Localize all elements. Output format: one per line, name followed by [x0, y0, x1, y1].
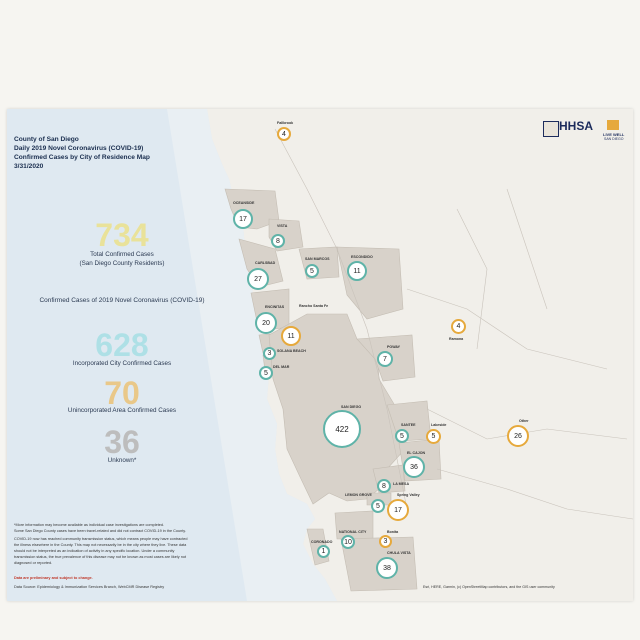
data-source: Data Source: Epidemiology & Immunization…	[14, 585, 165, 589]
note-6: transmission status, the true prevalence…	[14, 555, 186, 559]
label-solana-beach: SOLANA BEACH	[277, 349, 306, 353]
bubble-san-diego[interactable]: 422	[323, 410, 361, 448]
total-cases-subcaption: (San Diego County Residents)	[79, 260, 165, 267]
label-la-mesa: LA MESA	[393, 482, 410, 486]
unincorporated-cases-value: 70	[104, 375, 140, 411]
bubble-santee[interactable]: 5	[395, 429, 409, 443]
bubble-el-cajon[interactable]: 36	[403, 456, 425, 478]
live-well-logo: LIVE WELL	[603, 132, 625, 137]
label-lakeside: Lakeside	[431, 423, 447, 427]
label-national-city: NATIONAL CITY	[339, 530, 367, 534]
bubble-bonita[interactable]: 3	[379, 535, 392, 548]
unknown-cases-caption: Unknown*	[107, 457, 137, 464]
map-poster: County of San Diego Daily 2019 Novel Cor…	[7, 109, 633, 601]
county-seal-icon	[543, 121, 559, 137]
bubble-chula-vista[interactable]: 38	[376, 557, 398, 579]
note-1: *More information may become available a…	[14, 523, 165, 527]
note-2: Some San Diego County cases have been tr…	[14, 529, 186, 533]
incorporated-cases-value: 628	[95, 327, 149, 363]
unknown-cases-value: 36	[104, 424, 140, 460]
label-vista: VISTA	[277, 224, 288, 228]
hhsa-logo: HHSA	[559, 119, 594, 133]
map-title-daily: Daily 2019 Novel Coronavirus (COVID-19)	[14, 145, 144, 152]
label-chula-vista: CHULA VISTA	[387, 551, 411, 555]
bubble-escondido[interactable]: 11	[347, 261, 367, 281]
total-cases-value: 734	[95, 217, 149, 253]
bubble-poway[interactable]: 7	[377, 351, 393, 367]
bubble-spring-valley[interactable]: 17	[387, 499, 409, 521]
label-bonita: Bonita	[387, 530, 399, 534]
label-coronado: CORONADO	[311, 540, 333, 544]
label-santee: SANTEE	[401, 423, 416, 427]
map-title-confirmed: Confirmed Cases by City of Residence Map	[14, 154, 150, 161]
label-san-diego: SAN DIEGO	[341, 405, 362, 409]
bubble-fallbrook[interactable]: 4	[277, 127, 291, 141]
bubble-la-mesa[interactable]: 8	[377, 479, 391, 493]
city-shape-carlsbad	[238, 238, 284, 288]
bubble-san-marcos[interactable]: 5	[305, 264, 319, 278]
label-del-mar: DEL MAR	[273, 365, 290, 369]
live-well-sub: SAN DIEGO	[604, 137, 624, 141]
bubble-lemon-grove[interactable]: 5	[371, 499, 385, 513]
label-carlsbad: CARLSBAD	[255, 261, 276, 265]
preliminary-note: Data are preliminary and subject to chan…	[14, 576, 93, 580]
label-san-marcos: SAN MARCOS	[305, 257, 330, 261]
city-shape-national-city	[334, 510, 374, 540]
label-poway: POWAY	[387, 345, 401, 349]
ocean-coast-light	[167, 109, 337, 601]
label-rancho-santa-fe: Rancho Santa Fe	[299, 304, 329, 308]
label-encinitas: ENCINITAS	[265, 305, 285, 309]
bubble-oceanside[interactable]: 17	[233, 209, 253, 229]
label-spring-valley: Spring Valley	[397, 493, 420, 497]
note-3: COVID-19 now has reached community trans…	[14, 537, 188, 541]
label-lemon-grove: LEMON GROVE	[345, 493, 372, 497]
label-ramona: Ramona	[449, 337, 464, 341]
note-4: the illness elsewhere in the County. Thi…	[14, 543, 187, 547]
label-el-cajon: EL CAJON	[407, 451, 426, 455]
bubble-national-city[interactable]: 10	[341, 535, 355, 549]
label-oceanside: OCEANSIDE	[233, 201, 255, 205]
bubble-other[interactable]: 26	[507, 425, 529, 447]
bubble-del-mar[interactable]: 5	[259, 366, 273, 380]
bubble-lakeside[interactable]: 5	[426, 429, 441, 444]
bubble-carlsbad[interactable]: 27	[247, 268, 269, 290]
bubble-rancho-santa-fe[interactable]: 11	[281, 326, 301, 346]
bubble-ramona[interactable]: 4	[451, 319, 466, 334]
map-date: 3/31/2020	[14, 163, 44, 170]
bubble-vista[interactable]: 8	[271, 234, 285, 248]
live-well-icon	[607, 120, 619, 130]
bubble-coronado[interactable]: 1	[317, 545, 330, 558]
incorporated-cases-caption: Incorporated City Confirmed Cases	[72, 360, 172, 367]
label-fallbrook: Fallbrook	[277, 121, 294, 125]
map-basemap	[7, 109, 633, 601]
label-other: Other	[519, 419, 529, 423]
map-title-county: County of San Diego	[14, 136, 79, 143]
total-cases-caption: Total Confirmed Cases	[90, 251, 154, 258]
map-attribution: Esri, HERE, Garmin, (c) OpenStreetMap co…	[423, 585, 555, 589]
bubble-encinitas[interactable]: 20	[255, 312, 277, 334]
note-7: diagnosed or reported.	[14, 561, 53, 565]
bubble-solana-beach[interactable]: 3	[263, 347, 276, 360]
label-escondido: ESCONDIDO	[351, 255, 373, 259]
section-title: Confirmed Cases of 2019 Novel Coronaviru…	[39, 297, 205, 304]
unincorporated-cases-caption: Unincorporated Area Confirmed Cases	[67, 407, 177, 414]
note-5: should not be interpreted as an indicati…	[14, 549, 175, 553]
